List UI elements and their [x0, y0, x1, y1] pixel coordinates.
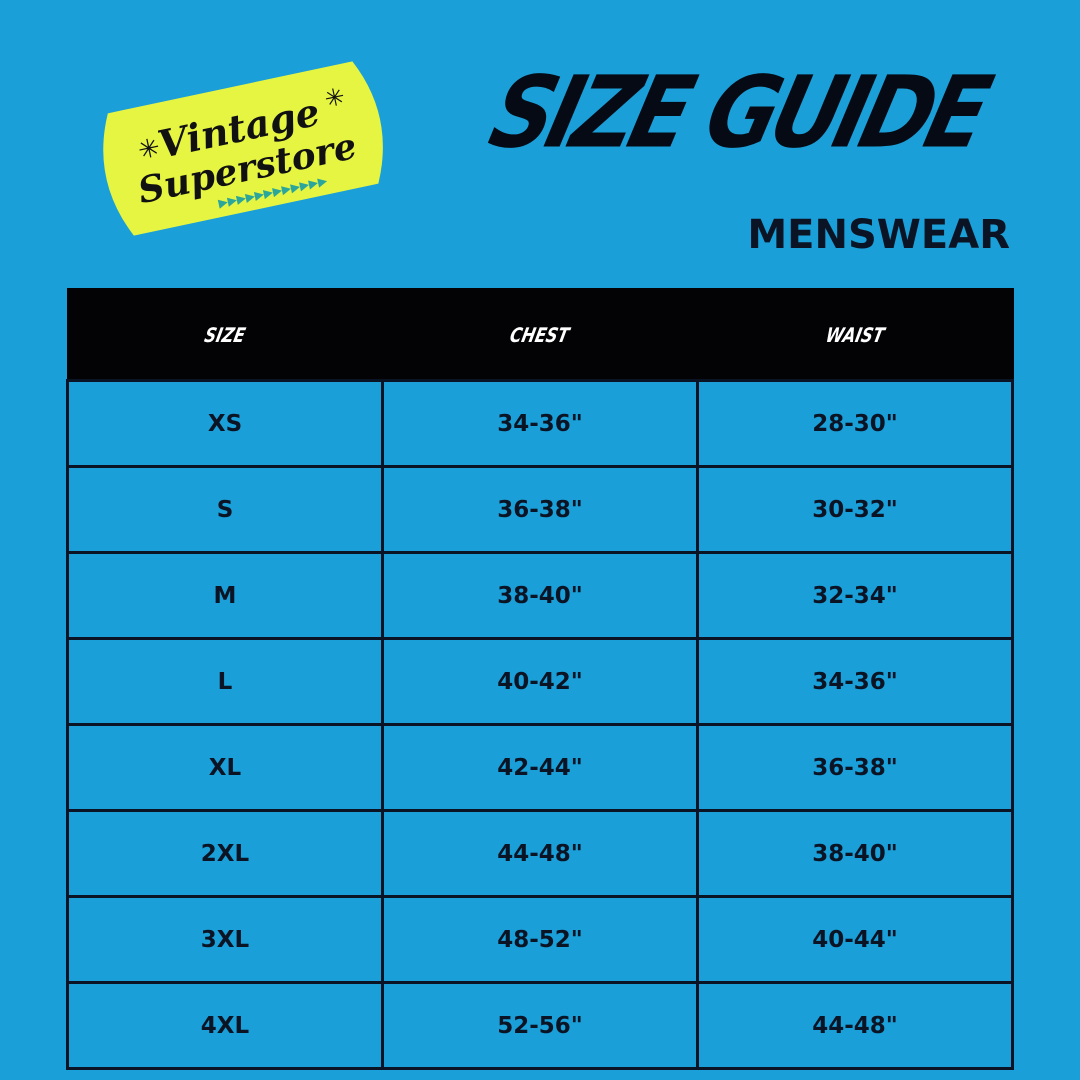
waist-cell: 34-36": [696, 637, 1014, 726]
size-cell: XL: [66, 723, 384, 812]
page-title: SIZE GUIDE: [480, 55, 997, 171]
size-cell: L: [66, 637, 384, 726]
waist-cell: 30-32": [696, 465, 1014, 554]
size-cell: S: [66, 465, 384, 554]
column-header-size: SIZE: [66, 288, 384, 382]
size-cell: XS: [66, 379, 384, 468]
table-row: 2XL 44-48" 38-40": [66, 809, 1014, 898]
page-subtitle: MENSWEAR: [747, 212, 1010, 258]
chest-cell: 40-42": [381, 637, 699, 726]
waist-cell: 44-48": [696, 981, 1014, 1070]
table-header-row: SIZE CHEST WAIST: [66, 288, 1014, 382]
table-row: 4XL 52-56" 44-48": [66, 981, 1014, 1070]
table-row: XS 34-36" 28-30": [66, 379, 1014, 468]
table-row: L 40-42" 34-36": [66, 637, 1014, 726]
table-row: S 36-38" 30-32": [66, 465, 1014, 554]
chest-cell: 48-52": [381, 895, 699, 984]
chest-cell: 44-48": [381, 809, 699, 898]
size-cell: M: [66, 551, 384, 640]
chest-cell: 38-40": [381, 551, 699, 640]
vintage-superstore-logo: Vintage Superstore ▶▶▶▶▶▶▶▶▶▶▶▶ ✳ ✳: [103, 61, 383, 236]
waist-cell: 28-30": [696, 379, 1014, 468]
waist-cell: 38-40": [696, 809, 1014, 898]
chest-cell: 52-56": [381, 981, 699, 1070]
column-header-waist: WAIST: [696, 288, 1014, 382]
table-row: 3XL 48-52" 40-44": [66, 895, 1014, 984]
size-table: SIZE CHEST WAIST XS 34-36" 28-30" S 36-38" 30…: [66, 288, 1014, 1070]
size-cell: 2XL: [66, 809, 384, 898]
waist-cell: 36-38": [696, 723, 1014, 812]
chest-cell: 42-44": [381, 723, 699, 812]
size-cell: 3XL: [66, 895, 384, 984]
waist-cell: 32-34": [696, 551, 1014, 640]
waist-cell: 40-44": [696, 895, 1014, 984]
table-row: M 38-40" 32-34": [66, 551, 1014, 640]
column-header-chest: CHEST: [381, 288, 699, 382]
chest-cell: 36-38": [381, 465, 699, 554]
size-cell: 4XL: [66, 981, 384, 1070]
chest-cell: 34-36": [381, 379, 699, 468]
table-row: XL 42-44" 36-38": [66, 723, 1014, 812]
